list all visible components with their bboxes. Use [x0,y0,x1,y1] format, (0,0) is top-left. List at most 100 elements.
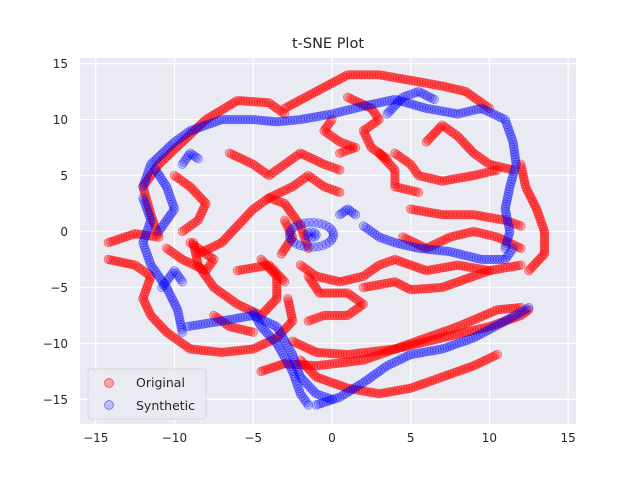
synthetic-point [450,248,460,258]
synthetic-point [142,225,153,235]
original-point [299,342,310,352]
original-point [413,284,424,294]
original-point [351,294,362,305]
original-point [295,221,306,231]
original-point [259,196,270,206]
synthetic-point [503,124,514,135]
original-point [466,227,476,237]
original-point [345,93,355,103]
original-point [437,209,447,220]
synthetic-point [273,324,283,334]
synthetic-point [372,230,382,241]
synthetic-point [503,191,513,202]
original-point [437,282,447,293]
original-point [166,147,177,157]
synthetic-point [314,390,324,400]
original-point [304,266,315,277]
original-point [432,374,443,384]
synthetic-point [502,314,513,325]
synthetic-point [389,101,399,112]
original-point [290,359,300,370]
original-point [368,144,379,154]
original-point [115,233,126,244]
synthetic-point [141,172,152,182]
original-point [246,158,256,168]
original-point [458,319,468,330]
synthetic-point [177,327,188,337]
synthetic-point [297,374,307,384]
synthetic-point [503,216,513,227]
original-point [416,206,426,216]
synthetic-point [285,232,295,243]
synthetic-point [174,134,184,144]
original-point [409,164,419,174]
original-point [255,164,265,174]
synthetic-point [173,310,184,320]
original-point [471,263,481,274]
synthetic-point [325,395,336,405]
synthetic-point [422,91,433,101]
original-point [447,368,457,379]
original-point [458,209,468,220]
original-point [494,233,505,243]
original-point [306,360,316,371]
synthetic-point [426,104,437,115]
original-point [421,78,432,88]
synthetic-point [162,144,172,154]
original-point [200,270,210,280]
original-point [183,180,193,190]
original-point [190,247,201,258]
original-point [241,156,251,166]
synthetic-point [432,345,442,355]
original-point [465,89,475,100]
synthetic-point [328,232,338,243]
original-point [390,148,400,158]
original-point [508,261,518,272]
original-point [280,323,291,334]
original-point [234,219,244,229]
original-point [280,185,291,195]
original-point [360,130,371,141]
synthetic-point [274,326,285,336]
original-point [159,154,169,164]
synthetic-point [501,209,511,219]
original-point [349,305,360,316]
original-point [388,344,398,355]
original-point [489,320,499,330]
original-point [184,130,195,140]
original-point [366,142,377,153]
original-point [306,89,317,99]
original-point [369,70,379,80]
original-point [429,264,439,274]
original-point [274,196,285,207]
original-point [188,237,199,248]
original-point [401,282,411,293]
synthetic-point [257,315,268,325]
original-point [432,80,442,90]
synthetic-point [150,165,161,175]
synthetic-point [195,122,205,133]
original-point [314,312,324,323]
synthetic-point [177,325,187,335]
original-point [314,347,324,358]
original-point [439,122,450,132]
original-point [272,288,282,299]
original-point [272,286,282,296]
original-point [125,230,135,241]
original-point [318,83,328,93]
original-point [403,339,413,350]
synthetic-point [154,272,165,282]
original-point [442,370,452,380]
synthetic-point [324,393,335,404]
synthetic-point [521,304,532,314]
original-point [322,80,333,91]
synthetic-point [434,344,445,355]
synthetic-point [403,351,414,361]
original-point [538,251,548,261]
synthetic-point [311,230,321,240]
original-point [155,157,166,168]
original-point [181,341,191,351]
original-point [265,336,275,346]
original-point [306,275,316,286]
original-point [332,135,343,146]
